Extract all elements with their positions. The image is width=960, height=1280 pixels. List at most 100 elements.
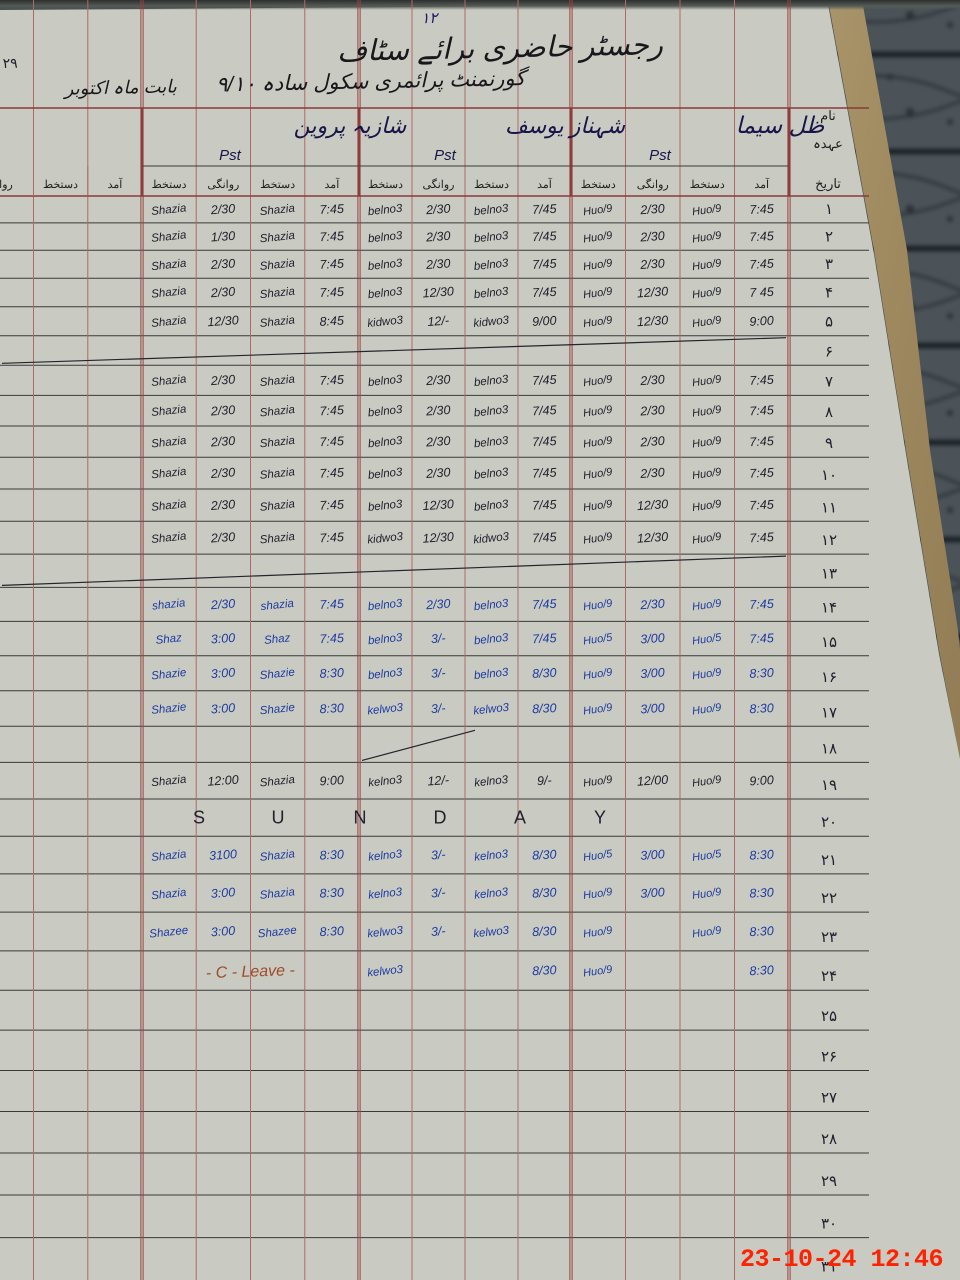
svg-text:Shazia: Shazia — [259, 203, 295, 219]
svg-text:۶: ۶ — [825, 343, 833, 360]
svg-text:آمد: آمد — [325, 178, 341, 191]
svg-text:kelno3: kelno3 — [474, 848, 510, 864]
svg-text:8:30: 8:30 — [749, 701, 774, 716]
svg-text:Huo/9: Huo/9 — [582, 404, 613, 420]
svg-text:8:30: 8:30 — [749, 847, 774, 862]
svg-text:Shazia: Shazia — [151, 373, 187, 389]
svg-text:kelwo3: kelwo3 — [473, 702, 510, 718]
svg-text:N: N — [354, 808, 367, 828]
svg-text:belno3: belno3 — [473, 598, 509, 614]
svg-text:Huo/9: Huo/9 — [691, 498, 722, 514]
svg-text:۳۰: ۳۰ — [821, 1216, 837, 1233]
svg-text:kidwo3: kidwo3 — [367, 314, 404, 330]
svg-text:3/-: 3/- — [430, 924, 446, 939]
svg-text:7/45: 7/45 — [532, 403, 557, 418]
svg-text:Huo/9: Huo/9 — [691, 925, 722, 941]
svg-text:8/30: 8/30 — [532, 701, 557, 716]
svg-text:kelno3: kelno3 — [368, 848, 404, 864]
svg-text:3/00: 3/00 — [640, 631, 665, 647]
svg-text:2/30: 2/30 — [425, 403, 451, 419]
svg-text:Shazia: Shazia — [151, 466, 187, 482]
svg-text:Huo/9: Huo/9 — [582, 531, 613, 547]
svg-text:belno3: belno3 — [367, 257, 403, 273]
svg-text:Pst: Pst — [434, 147, 457, 164]
svg-text:8:30: 8:30 — [749, 963, 774, 978]
svg-text:7:45: 7:45 — [319, 465, 344, 480]
svg-text:9:00: 9:00 — [749, 314, 774, 329]
svg-text:7/45: 7/45 — [532, 373, 557, 388]
svg-text:kelno3: kelno3 — [368, 886, 404, 902]
svg-text:Shaz: Shaz — [155, 632, 183, 647]
svg-text:۲۵: ۲۵ — [821, 1008, 837, 1025]
svg-text:Shazia: Shazia — [259, 774, 295, 790]
svg-text:Pst: Pst — [649, 147, 672, 164]
svg-text:7/45: 7/45 — [532, 257, 557, 272]
svg-text:Huo/5: Huo/5 — [582, 632, 614, 648]
svg-text:8:30: 8:30 — [319, 701, 344, 716]
svg-text:Shazia: Shazia — [259, 466, 295, 482]
svg-text:Huo/5: Huo/5 — [691, 848, 723, 864]
svg-text:Pst: Pst — [219, 147, 242, 164]
svg-text:Huo/9: Huo/9 — [582, 202, 613, 218]
svg-text:7:45: 7:45 — [319, 631, 344, 646]
svg-text:8:45: 8:45 — [319, 314, 344, 329]
svg-text:7:45: 7:45 — [749, 373, 774, 388]
svg-text:belno3: belno3 — [473, 632, 509, 648]
svg-text:9:00: 9:00 — [749, 773, 774, 788]
svg-text:kelwo3: kelwo3 — [367, 964, 404, 980]
svg-text:2/30: 2/30 — [639, 372, 665, 388]
svg-text:belno3: belno3 — [367, 373, 403, 389]
svg-text:Shazia: Shazia — [259, 886, 295, 902]
svg-text:7:45: 7:45 — [319, 403, 344, 418]
svg-text:Shazia: Shazia — [151, 848, 187, 864]
svg-text:3:00: 3:00 — [210, 631, 235, 647]
svg-text:7:45: 7:45 — [749, 434, 774, 449]
svg-text:2/30: 2/30 — [425, 465, 451, 481]
svg-text:7:45: 7:45 — [319, 202, 344, 217]
svg-text:belno3: belno3 — [473, 286, 509, 302]
svg-text:7:45: 7:45 — [749, 257, 774, 272]
svg-text:Shazia: Shazia — [151, 285, 187, 301]
svg-text:Shazia: Shazia — [151, 229, 187, 245]
svg-text:7:45: 7:45 — [749, 403, 774, 418]
svg-text:7/45: 7/45 — [532, 465, 557, 480]
svg-text:Huo/9: Huo/9 — [691, 314, 722, 330]
svg-text:3/-: 3/- — [430, 848, 446, 863]
svg-text:12/30: 12/30 — [636, 284, 668, 300]
svg-text:7:45: 7:45 — [749, 229, 774, 244]
svg-text:Shazia: Shazia — [151, 530, 187, 546]
svg-text:3/-: 3/- — [430, 666, 446, 681]
svg-text:دستخط: دستخط — [474, 179, 509, 191]
svg-text:12/30: 12/30 — [636, 313, 668, 329]
svg-text:۴: ۴ — [825, 285, 833, 302]
svg-text:2/30: 2/30 — [639, 465, 665, 481]
svg-text:12/00: 12/00 — [636, 773, 668, 789]
svg-text:8/30: 8/30 — [532, 847, 557, 862]
svg-text:3/00: 3/00 — [640, 885, 665, 901]
svg-text:Shazia: Shazia — [151, 202, 187, 218]
svg-text:Huo/5: Huo/5 — [582, 848, 614, 864]
svg-text:1/30: 1/30 — [210, 229, 235, 245]
svg-text:۱۵: ۱۵ — [821, 634, 837, 651]
svg-text:۱۲: ۱۲ — [421, 10, 439, 27]
svg-text:8:30: 8:30 — [749, 666, 774, 681]
svg-text:تاریخ: تاریخ — [815, 176, 841, 192]
svg-text:9/00: 9/00 — [532, 314, 557, 329]
svg-text:Huo/9: Huo/9 — [691, 597, 722, 613]
svg-text:Huo/9: Huo/9 — [582, 702, 613, 718]
svg-text:12/-: 12/- — [427, 313, 449, 328]
svg-text:دستخط: دستخط — [581, 179, 616, 191]
svg-text:روانگی: روانگی — [423, 178, 455, 191]
svg-text:2/30: 2/30 — [639, 597, 665, 613]
svg-text:۱۳: ۱۳ — [821, 565, 837, 582]
svg-text:7:45: 7:45 — [319, 530, 344, 545]
svg-text:۲۳: ۲۳ — [821, 929, 837, 946]
svg-text:۲۱: ۲۱ — [821, 852, 837, 869]
svg-text:shazia: shazia — [260, 598, 294, 613]
svg-text:3/-: 3/- — [430, 701, 446, 716]
svg-text:3/-: 3/- — [430, 631, 446, 646]
svg-text:۱۱: ۱۱ — [821, 499, 837, 516]
svg-text:2/30: 2/30 — [209, 285, 235, 301]
svg-text:دستخط: دستخط — [152, 179, 187, 191]
svg-text:8:30: 8:30 — [749, 885, 774, 900]
